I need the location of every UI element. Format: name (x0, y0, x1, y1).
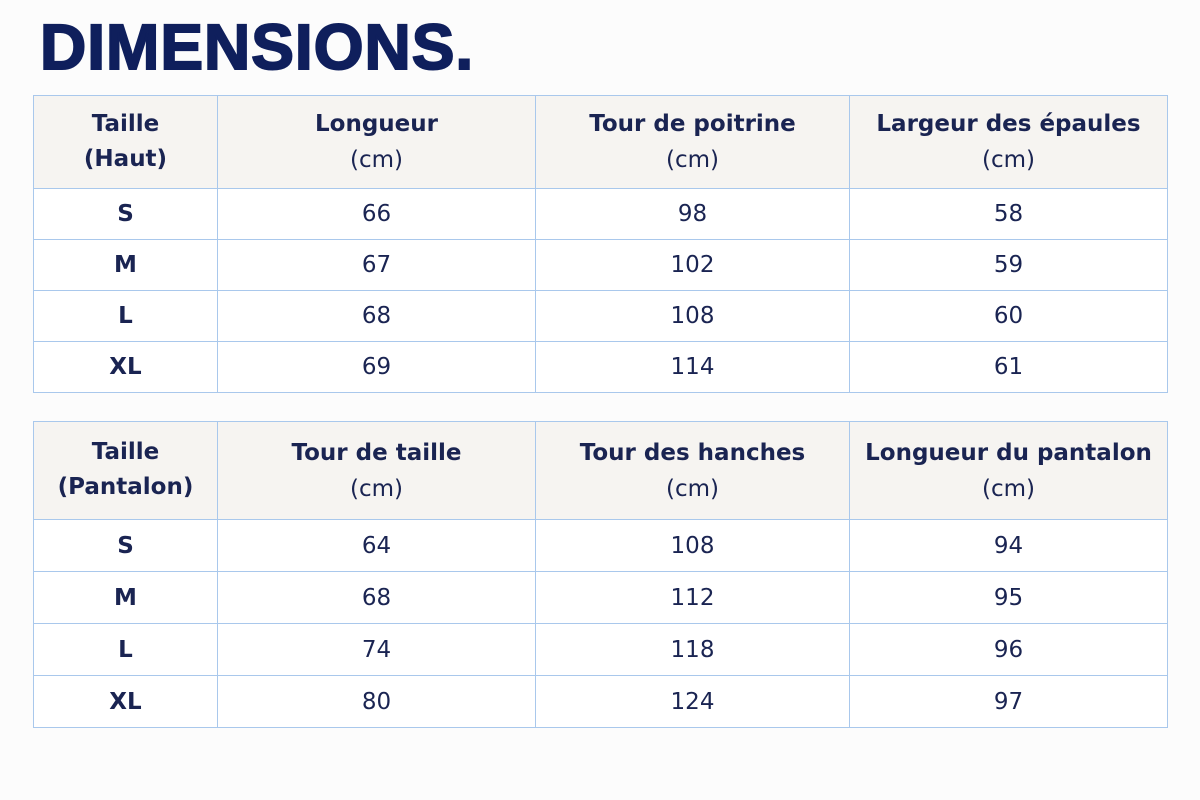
header-cell: Longueur (cm) (217, 95, 536, 189)
table-row: S 66 98 58 (33, 188, 1168, 240)
size-cell: L (33, 623, 218, 676)
header-unit: (cm) (982, 475, 1035, 502)
value-cell: 68 (217, 290, 536, 342)
value-cell: 97 (849, 675, 1168, 728)
header-cell: Taille (Haut) (33, 95, 218, 189)
page-title: DIMENSIONS. (39, 10, 475, 84)
header-label: Largeur des épaules (876, 111, 1141, 137)
table-row: L 68 108 60 (33, 290, 1168, 342)
value-cell: 69 (217, 341, 536, 393)
value-cell: 67 (217, 239, 536, 291)
value-cell: 94 (849, 519, 1168, 572)
value-cell: 59 (849, 239, 1168, 291)
table-row: XL 69 114 61 (33, 341, 1168, 393)
value-cell: 96 (849, 623, 1168, 676)
size-cell: S (33, 519, 218, 572)
header-unit: (cm) (982, 147, 1035, 173)
header-label: Taille (91, 439, 160, 465)
header-unit: (cm) (350, 147, 403, 173)
value-cell: 118 (535, 623, 850, 676)
table-row: M 68 112 95 (33, 571, 1168, 624)
header-label: Longueur du pantalon (865, 439, 1152, 466)
value-cell: 124 (535, 675, 850, 728)
value-cell: 95 (849, 571, 1168, 624)
value-cell: 102 (535, 239, 850, 291)
table-row: M 67 102 59 (33, 239, 1168, 291)
header-row: Taille (Pantalon) Tour de taille (cm) Tour d… (33, 421, 1168, 520)
table-row: XL 80 124 97 (33, 675, 1168, 728)
size-cell: M (33, 239, 218, 291)
header-label: Tour de taille (291, 439, 462, 466)
value-cell: 66 (217, 188, 536, 240)
value-cell: 114 (535, 341, 850, 393)
value-cell: 80 (217, 675, 536, 728)
header-unit: (Pantalon) (57, 474, 194, 500)
header-cell: Longueur du pantalon (cm) (849, 421, 1168, 520)
size-cell: M (33, 571, 218, 624)
value-cell: 108 (535, 519, 850, 572)
header-label: Taille (91, 110, 160, 137)
header-unit: (cm) (666, 475, 719, 502)
value-cell: 64 (217, 519, 536, 572)
size-cell: S (33, 188, 218, 240)
header-cell: Tour des hanches (cm) (535, 421, 850, 520)
value-cell: 68 (217, 571, 536, 624)
header-unit: (cm) (666, 147, 719, 173)
header-cell: Tour de taille (cm) (217, 421, 536, 520)
value-cell: 98 (535, 188, 850, 240)
header-cell: Taille (Pantalon) (33, 421, 218, 520)
value-cell: 58 (849, 188, 1168, 240)
size-table: Taille (Haut) Longueur (cm) Tour de poitrine… (33, 95, 1168, 393)
header-row: Taille (Haut) Longueur (cm) Tour de poitrine… (33, 95, 1168, 189)
table-row: L 74 118 96 (33, 623, 1168, 676)
value-cell: 61 (849, 341, 1168, 393)
header-label: Tour des hanches (579, 439, 806, 466)
value-cell: 74 (217, 623, 536, 676)
size-table: Taille (Pantalon) Tour de taille (cm) Tour d… (33, 421, 1168, 728)
size-cell: L (33, 290, 218, 342)
value-cell: 112 (535, 571, 850, 624)
value-cell: 60 (849, 290, 1168, 342)
header-cell: Largeur des épaules (cm) (849, 95, 1168, 189)
value-cell: 108 (535, 290, 850, 342)
table-row: S 64 108 94 (33, 519, 1168, 572)
header-label: Longueur (315, 111, 438, 137)
header-unit: (Haut) (83, 145, 168, 172)
size-cell: XL (33, 341, 218, 393)
header-cell: Tour de poitrine (cm) (535, 95, 850, 189)
header-unit: (cm) (350, 475, 403, 502)
size-cell: XL (33, 675, 218, 728)
header-label: Tour de poitrine (589, 111, 796, 137)
